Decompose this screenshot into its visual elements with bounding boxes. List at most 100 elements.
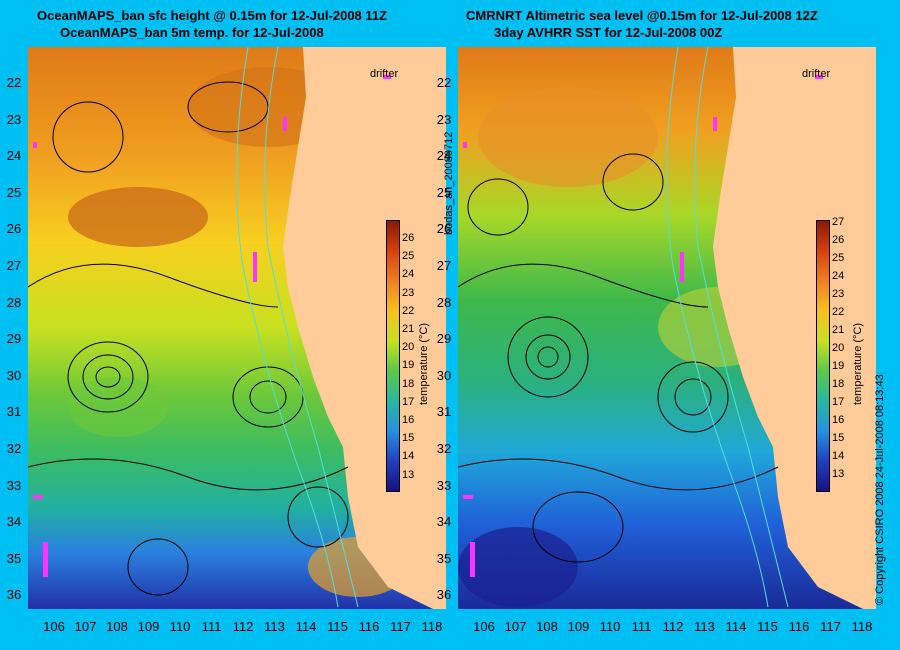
lon-label: 113	[264, 619, 285, 634]
lat-label: 23	[6, 111, 22, 127]
lon-label: 109	[137, 619, 160, 634]
lon-label: 115	[757, 619, 778, 634]
colorbar-tick-label: 24	[832, 270, 845, 282]
colorbar-tick-label: 18	[832, 378, 845, 390]
colorbar-tick-label: 16	[832, 414, 845, 426]
drifter-label-right: drifter	[802, 68, 831, 80]
colorbar-tick-label: 20	[832, 342, 845, 354]
lat-label: 29	[6, 331, 22, 347]
lon-label: 118	[421, 619, 443, 634]
lat-label: 30	[6, 367, 22, 383]
right-title-line2: 3day AVHRR SST for 12-Jul-2008 00Z	[494, 25, 723, 40]
colorbar-tick-label: 19	[832, 360, 845, 372]
colorbar-tick-label: 24	[402, 268, 415, 281]
lat-label: 34	[6, 514, 22, 530]
lat-label: 33	[6, 477, 22, 493]
lat-label: 24	[436, 148, 452, 164]
lat-label: 32	[436, 441, 452, 456]
colorbar-tick-label: 22	[402, 304, 415, 317]
lon-label: 112	[662, 619, 684, 634]
right-map-svg	[458, 47, 876, 609]
lon-label: 107	[74, 619, 97, 634]
lon-label: 114	[295, 619, 317, 634]
colorbar-tick-label: 16	[402, 414, 415, 426]
colorbar-left-label: temperature (°C)	[418, 322, 430, 405]
lon-label: 113	[694, 619, 715, 634]
left-title-line2: OceanMAPS_ban 5m temp. for 12-Jul-2008	[60, 25, 324, 40]
colorbar-tick-label: 15	[832, 432, 845, 444]
colorbar-tick-label: 13	[402, 468, 415, 481]
colorbar-tick-label: 15	[402, 432, 415, 445]
lon-label: 108	[106, 619, 128, 634]
left-map-svg	[28, 47, 446, 609]
lon-label: 112	[232, 619, 254, 634]
colorbar-tick-label: 26	[832, 234, 845, 246]
lat-label: 33	[436, 477, 452, 493]
colorbar-left	[386, 220, 400, 492]
bodas-label: bodas_an_20080712	[443, 131, 455, 235]
lat-label: 28	[6, 294, 22, 310]
lon-label: 106	[473, 619, 495, 634]
left-map-panel	[28, 47, 446, 609]
colorbar-tick-label: 25	[832, 252, 845, 264]
colorbar-tick-label: 23	[832, 288, 845, 300]
lon-label: 111	[201, 619, 222, 634]
lat-label: 26	[6, 221, 22, 237]
copyright-label: © Copyright CSIRO 2008 24-Jul-2008 08:13…	[874, 374, 886, 605]
right-title-line1: CMRNRT Altimetric sea level @0.15m for 1…	[466, 8, 818, 23]
lon-label: 118	[851, 619, 873, 634]
lat-label: 30	[436, 367, 452, 383]
lat-label: 35	[436, 550, 452, 566]
lat-label: 34	[436, 514, 452, 530]
colorbar-tick-label: 26	[402, 232, 415, 244]
lon-label: 117	[390, 619, 411, 634]
drifter-label-left: drifter	[370, 68, 399, 80]
colorbar-tick-label: 21	[832, 324, 845, 336]
lat-label: 26	[436, 221, 452, 237]
colorbar-tick-label: 18	[402, 377, 415, 390]
lon-label: 108	[536, 619, 558, 634]
lat-label: 36	[6, 587, 22, 603]
lon-label: 106	[43, 619, 65, 634]
left-title-line1: OceanMAPS_ban sfc height @ 0.15m for 12-…	[37, 8, 388, 23]
lon-label: 114	[725, 619, 747, 634]
lon-label: 107	[504, 619, 527, 634]
lon-label: 116	[788, 619, 810, 634]
lat-label: 27	[6, 258, 22, 273]
lat-label: 31	[436, 404, 452, 420]
colorbar-tick-label: 22	[832, 306, 845, 318]
colorbar-tick-label: 14	[832, 450, 845, 462]
colorbar-tick-label: 27	[832, 216, 845, 228]
colorbar-right-label: temperature (°C)	[852, 322, 864, 405]
colorbar-tick-label: 13	[832, 468, 845, 480]
lat-label: 22	[6, 75, 22, 90]
lat-label: 31	[6, 404, 22, 420]
lat-label: 27	[436, 258, 452, 273]
lon-label: 117	[820, 619, 841, 634]
colorbar-tick-label: 14	[402, 450, 415, 463]
colorbar-tick-label: 21	[402, 323, 415, 335]
lat-label: 24	[6, 148, 22, 164]
colorbar-tick-label: 17	[402, 395, 415, 408]
colorbar-tick-label: 25	[402, 250, 415, 263]
lat-label: 36	[436, 587, 452, 603]
colorbar-tick-label: 17	[832, 396, 845, 408]
colorbar-right	[816, 220, 830, 492]
lat-label: 23	[436, 111, 452, 127]
colorbar-tick-label: 23	[402, 286, 415, 299]
lat-label: 29	[436, 331, 452, 347]
lat-label: 28	[436, 294, 452, 310]
lat-label: 25	[6, 184, 22, 200]
lon-label: 115	[327, 619, 348, 634]
lat-label: 35	[6, 550, 22, 566]
lat-label: 25	[436, 184, 452, 200]
colorbar-tick-label: 19	[402, 359, 415, 372]
lon-label: 111	[631, 619, 652, 634]
lat-label: 32	[6, 441, 22, 456]
lon-label: 110	[169, 619, 191, 634]
colorbar-tick-label: 20	[402, 341, 415, 354]
lon-label: 116	[358, 619, 380, 634]
lon-label: 109	[567, 619, 590, 634]
right-map-panel	[458, 47, 876, 609]
lon-label: 110	[599, 619, 621, 634]
